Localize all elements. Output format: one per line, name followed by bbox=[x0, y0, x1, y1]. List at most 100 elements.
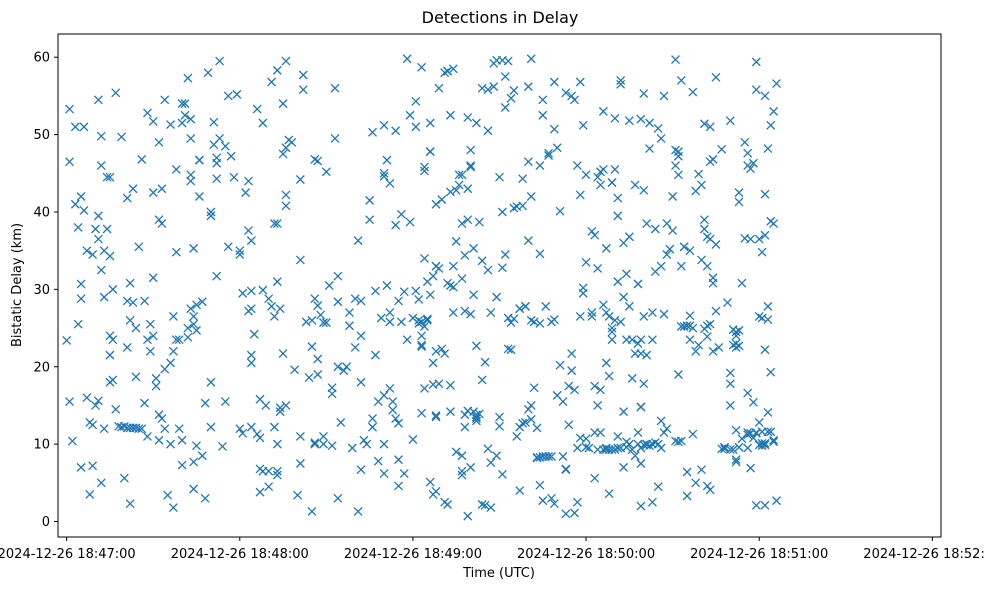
data-point bbox=[333, 297, 343, 307]
data-point bbox=[529, 383, 539, 393]
data-point bbox=[353, 236, 363, 246]
data-point bbox=[760, 345, 770, 355]
data-point bbox=[699, 119, 709, 129]
x-tick-label: 2024-12-26 18:49:00 bbox=[344, 547, 482, 562]
data-point bbox=[238, 428, 248, 438]
data-point bbox=[509, 86, 519, 95]
data-point bbox=[564, 381, 574, 391]
x-tick-label: 2024-12-26 18:48:00 bbox=[171, 547, 309, 562]
data-point bbox=[76, 462, 86, 472]
data-point bbox=[324, 281, 334, 290]
data-point bbox=[535, 161, 545, 171]
data-point bbox=[425, 118, 435, 128]
data-point bbox=[506, 318, 516, 328]
data-point bbox=[301, 317, 311, 327]
data-point bbox=[183, 323, 193, 333]
data-point bbox=[754, 418, 764, 427]
data-point bbox=[278, 99, 288, 109]
data-point bbox=[633, 339, 643, 348]
data-point bbox=[408, 435, 418, 444]
data-point bbox=[708, 154, 718, 164]
data-point bbox=[212, 271, 222, 281]
data-point bbox=[746, 164, 756, 174]
data-point bbox=[659, 428, 669, 437]
data-point bbox=[613, 277, 623, 287]
data-point bbox=[734, 442, 744, 452]
data-point bbox=[731, 425, 741, 435]
data-point bbox=[495, 412, 504, 422]
x-tick-label: 2024-12-26 18:51:00 bbox=[690, 547, 828, 562]
data-point bbox=[243, 226, 253, 236]
data-point bbox=[717, 144, 727, 154]
data-point bbox=[633, 279, 643, 289]
data-point bbox=[310, 438, 320, 448]
data-point bbox=[477, 256, 487, 266]
y-tick-label: 50 bbox=[33, 128, 50, 143]
data-point bbox=[272, 466, 282, 476]
data-point bbox=[434, 379, 444, 389]
y-tick-label: 40 bbox=[33, 205, 50, 220]
y-axis: 0 10 20 30 40 50 60 bbox=[33, 51, 58, 530]
data-point bbox=[287, 137, 297, 147]
data-point bbox=[688, 323, 698, 333]
data-point bbox=[142, 335, 152, 345]
data-point bbox=[619, 462, 629, 472]
data-point bbox=[385, 178, 395, 188]
data-point bbox=[746, 463, 756, 473]
data-point bbox=[532, 423, 542, 433]
data-point bbox=[73, 223, 83, 232]
data-point bbox=[463, 511, 473, 521]
data-point bbox=[633, 428, 643, 437]
data-point bbox=[486, 308, 496, 318]
data-point bbox=[567, 91, 577, 101]
data-point bbox=[255, 433, 265, 443]
data-point bbox=[647, 308, 657, 318]
data-point bbox=[471, 416, 481, 426]
data-point bbox=[310, 294, 320, 304]
data-point bbox=[96, 265, 106, 275]
data-point bbox=[460, 422, 470, 432]
data-point bbox=[624, 116, 634, 126]
data-point bbox=[714, 342, 724, 352]
data-point bbox=[411, 96, 421, 106]
data-point bbox=[445, 187, 455, 197]
data-point bbox=[391, 126, 401, 136]
data-point bbox=[723, 298, 732, 307]
data-point bbox=[561, 509, 571, 519]
data-point bbox=[702, 261, 712, 271]
data-point bbox=[391, 220, 401, 230]
data-point bbox=[463, 215, 473, 225]
data-point bbox=[278, 149, 288, 159]
x-axis: 2024-12-26 18:47:00 2024-12-26 18:48:00 20… bbox=[0, 537, 984, 562]
data-point bbox=[457, 451, 467, 461]
data-point bbox=[535, 249, 545, 259]
data-point bbox=[425, 147, 435, 157]
data-point bbox=[471, 118, 481, 128]
data-point bbox=[140, 398, 150, 408]
data-point bbox=[246, 358, 256, 368]
data-point bbox=[93, 211, 103, 221]
data-point bbox=[526, 54, 536, 64]
data-point bbox=[555, 360, 565, 370]
data-point bbox=[483, 126, 493, 136]
data-point bbox=[581, 257, 591, 267]
data-point bbox=[581, 442, 591, 452]
data-point bbox=[772, 79, 781, 88]
data-point bbox=[734, 188, 744, 198]
data-point bbox=[725, 445, 735, 455]
data-point bbox=[497, 469, 507, 479]
data-point bbox=[258, 285, 268, 295]
data-point bbox=[682, 321, 692, 331]
data-point bbox=[619, 292, 629, 302]
data-point bbox=[610, 113, 620, 123]
data-point bbox=[166, 358, 175, 368]
data-point bbox=[385, 383, 395, 393]
y-tick-label: 60 bbox=[33, 51, 50, 66]
data-point bbox=[62, 335, 72, 345]
data-point bbox=[350, 294, 360, 304]
data-point bbox=[379, 168, 389, 178]
data-point bbox=[480, 357, 490, 367]
data-point bbox=[134, 242, 144, 252]
data-point bbox=[431, 346, 441, 356]
data-point bbox=[769, 435, 779, 445]
